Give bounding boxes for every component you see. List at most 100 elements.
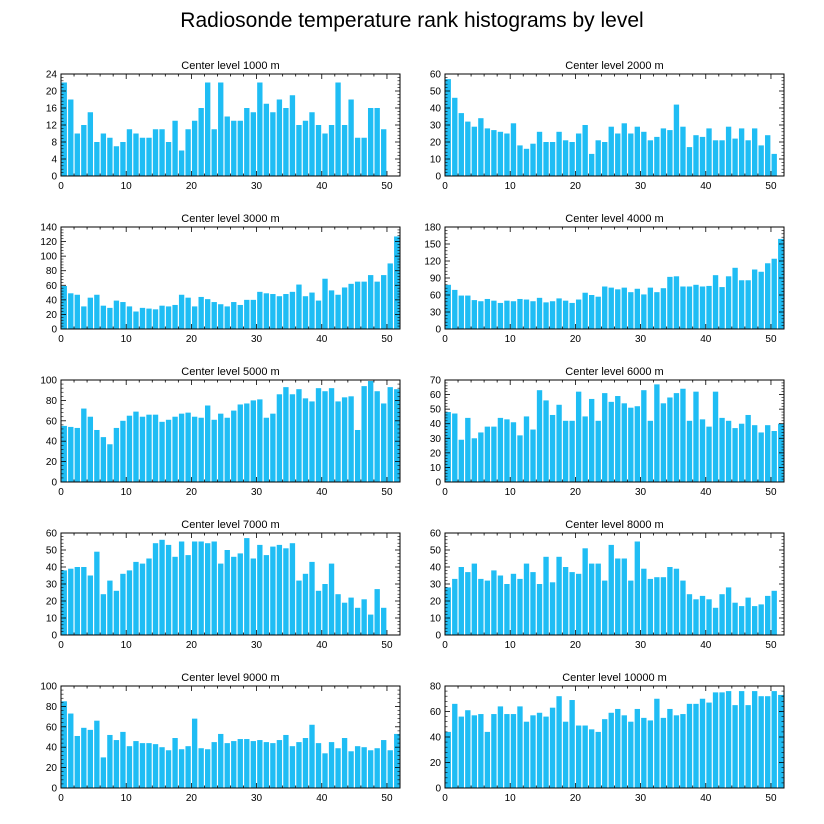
bar [296, 742, 302, 788]
bar [191, 416, 198, 482]
bar [328, 742, 335, 788]
bar [348, 751, 354, 788]
bar [517, 435, 523, 482]
bar [673, 276, 680, 329]
panel-8: Center level 8000 m 0 10 20 30 40 50 0 10 20 30 40 5… [430, 519, 785, 651]
bar [517, 145, 523, 176]
bar [100, 594, 107, 635]
bar [745, 705, 751, 788]
bar [543, 556, 549, 635]
bar [458, 716, 464, 788]
bar [771, 431, 777, 482]
x-tick-label: 50 [765, 640, 777, 651]
y-tick-label: 100 [40, 682, 57, 693]
bar [381, 275, 387, 329]
bar [172, 738, 178, 788]
panel-title: Center level 4000 m [565, 213, 663, 225]
bar [458, 439, 464, 482]
bar [348, 396, 354, 482]
bar [322, 753, 328, 788]
bar [452, 413, 458, 482]
bar [68, 99, 74, 176]
bar [654, 384, 660, 482]
bar [602, 286, 608, 329]
x-tick-label: 0 [442, 181, 448, 192]
bar [615, 558, 621, 635]
bar [68, 426, 74, 482]
bar [465, 295, 471, 329]
bar [205, 543, 211, 635]
bar [231, 741, 237, 788]
bar [680, 580, 686, 635]
panel-title: Center level 2000 m [565, 60, 663, 72]
bar [706, 285, 712, 329]
bar [575, 573, 582, 635]
bar [667, 276, 673, 329]
bar [198, 748, 204, 788]
bar [615, 708, 621, 788]
x-tick-label: 10 [505, 793, 517, 804]
x-tick-label: 0 [58, 793, 64, 804]
x-tick-label: 30 [635, 334, 647, 345]
bar [185, 129, 191, 176]
bar [517, 706, 523, 788]
bar [394, 733, 400, 788]
bar [120, 573, 126, 635]
y-tick-label: 60 [430, 291, 442, 302]
bar [237, 120, 243, 176]
bar [139, 416, 146, 482]
bar [218, 413, 224, 482]
bar [771, 153, 777, 176]
bar [361, 137, 367, 176]
bar [491, 300, 497, 329]
bar [178, 749, 185, 788]
panel-4: Center level 4000 m 0 10 20 30 40 50 0 30 60 90 120… [424, 213, 785, 345]
y-tick-label: 70 [430, 376, 442, 387]
bar [758, 604, 764, 635]
x-tick-label: 50 [381, 793, 393, 804]
bar [198, 541, 204, 635]
bar [172, 556, 178, 635]
x-tick-label: 50 [765, 487, 777, 498]
bar [621, 287, 627, 329]
bar [751, 128, 758, 176]
bar [634, 288, 640, 329]
x-tick-label: 20 [186, 640, 198, 651]
bar [536, 584, 543, 635]
bar [589, 295, 595, 329]
bar [270, 743, 276, 788]
y-tick-label: 60 [46, 722, 58, 733]
y-tick-label: 60 [46, 416, 58, 427]
bar [152, 129, 159, 176]
bar [81, 567, 87, 635]
bar [172, 416, 178, 482]
y-tick-label: 20 [430, 138, 442, 149]
x-tick-label: 40 [700, 334, 712, 345]
y-tick-label: 10 [430, 155, 442, 166]
bar [250, 741, 256, 788]
bar [191, 306, 198, 329]
x-tick-label: 30 [635, 793, 647, 804]
bar [582, 416, 588, 482]
bar [530, 572, 536, 635]
bar [367, 108, 374, 176]
bar [178, 541, 185, 635]
bar [634, 406, 640, 482]
bar [647, 578, 654, 635]
bar [165, 306, 172, 329]
bar [751, 606, 758, 635]
x-tick-label: 0 [442, 487, 448, 498]
bar [381, 740, 387, 788]
bar [172, 120, 178, 176]
bar [191, 718, 198, 788]
x-tick-label: 0 [442, 334, 448, 345]
bar [146, 414, 152, 482]
y-tick-label: 50 [430, 546, 442, 557]
y-tick-label: 30 [430, 580, 442, 591]
x-tick-label: 0 [442, 640, 448, 651]
bar [152, 414, 159, 482]
bar [133, 411, 139, 482]
bar [536, 297, 543, 329]
bar [146, 308, 152, 329]
x-tick-label: 0 [58, 487, 64, 498]
